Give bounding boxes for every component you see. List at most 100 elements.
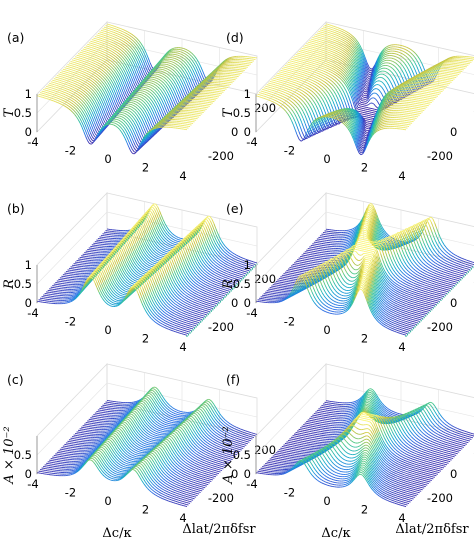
z-axis: 10.50 [233,258,257,310]
x-tick-label: -2 [284,315,295,329]
surface-d [255,23,474,156]
x-tick-label: 0 [323,323,330,337]
y-tick-label: -200 [208,149,234,163]
x-tick-label: 0 [104,323,111,337]
y-tick-label: -200 [427,149,453,163]
x-tick-label: 4 [398,340,405,354]
x-tick-label: -2 [65,144,76,158]
y-tick-label: 0 [231,125,238,139]
y-tick-label: 200 [254,272,276,286]
x-axis: -4 -2 0 2 4 [246,306,405,354]
y-axis-label-right: Δlat/2πδfsr [395,522,469,537]
x-tick-label: 4 [398,169,405,183]
y-tick-label: -200 [208,320,234,334]
x-tick-label: 4 [179,340,186,354]
z-tick-label: 1 [25,87,32,101]
surface-e [255,203,474,336]
y-tick-label: 0 [450,125,457,139]
y-tick-label: -200 [427,320,453,334]
x-tick-label: -4 [246,135,257,149]
z-tick-label: 0.5 [14,448,32,462]
x-tick-label: 2 [361,503,368,517]
surface-f [255,388,474,508]
y-axis-label-left: Δlat/2πδfsr [182,522,256,537]
x-tick-label: 2 [142,332,149,346]
y-tick-label: 0 [450,296,457,310]
z-tick-label: 0 [244,467,251,481]
x-tick-label: 2 [142,503,149,517]
z-tick-label: 0.5 [233,277,251,291]
x-tick-label: 0 [104,494,111,508]
x-tick-label: 0 [323,494,330,508]
panel-label: (b) [7,201,25,216]
z-tick-label: 0 [244,125,251,139]
z-axis-label: T [221,107,236,117]
x-tick-label: 2 [142,161,149,175]
z-axis-label: R [221,279,236,290]
panel-label: (e) [226,201,243,216]
sidewall-b [186,262,258,337]
z-tick-label: 0.5 [14,106,32,120]
y-tick-label: 200 [254,101,276,115]
x-axis-label-left: Δc/κ [102,526,131,541]
x-tick-label: -2 [284,144,295,158]
x-axis: -4 -2 0 2 4 [27,135,186,183]
axis-labels: Δc/κ Δlat/2πδfsr Δc/κ Δlat/2πδfsr [102,522,469,541]
x-tick-label: -4 [246,306,257,320]
x-tick-label: 4 [179,169,186,183]
x-tick-label: -4 [27,477,38,491]
x-tick-label: 4 [179,511,186,525]
y-tick-label: 0 [450,467,457,481]
z-axis: 0.50 [233,436,257,481]
z-axis-label: R [2,279,17,290]
x-tick-label: -4 [27,135,38,149]
surface-b [36,203,258,336]
z-tick-label: 0 [25,467,32,481]
z-tick-label: 1 [244,87,251,101]
z-tick-label: 0 [25,125,32,139]
surface-c [36,386,258,508]
panel-label: (d) [226,30,244,45]
x-tick-label: -2 [65,315,76,329]
x-tick-label: -4 [246,477,257,491]
y-tick-label: 0 [231,296,238,310]
x-tick-label: 0 [323,152,330,166]
z-axis: 10.50 [14,87,38,139]
y-tick-label: -200 [208,491,234,505]
x-tick-label: -4 [27,306,38,320]
z-axis-label: A × 10⁻² [221,426,236,484]
z-tick-label: 0.5 [233,106,251,120]
panel-label: (f) [226,372,240,387]
z-tick-label: 0 [25,296,32,310]
z-tick-label: 0.5 [233,448,251,462]
z-tick-label: 0 [244,296,251,310]
x-axis: -4 -2 0 2 4 [246,135,405,183]
x-axis-label-right: Δc/κ [321,526,350,541]
z-axis-label: A × 10⁻² [2,426,17,484]
x-axis: -4 -2 0 2 4 [27,477,186,525]
x-tick-label: 0 [104,152,111,166]
x-tick-label: 4 [398,511,405,525]
panel-label: (a) [7,30,24,45]
surface-a [36,23,258,155]
x-tick-label: -2 [284,486,295,500]
z-tick-label: 1 [244,258,251,272]
z-axis: 10.50 [14,258,38,310]
panel-label: (c) [7,372,24,387]
y-tick-label: 200 [254,443,276,457]
z-tick-label: 1 [25,258,32,272]
x-tick-label: -2 [65,486,76,500]
sidewall-e [405,264,474,337]
y-tick-label: -200 [427,491,453,505]
z-axis: 0.50 [14,436,38,481]
